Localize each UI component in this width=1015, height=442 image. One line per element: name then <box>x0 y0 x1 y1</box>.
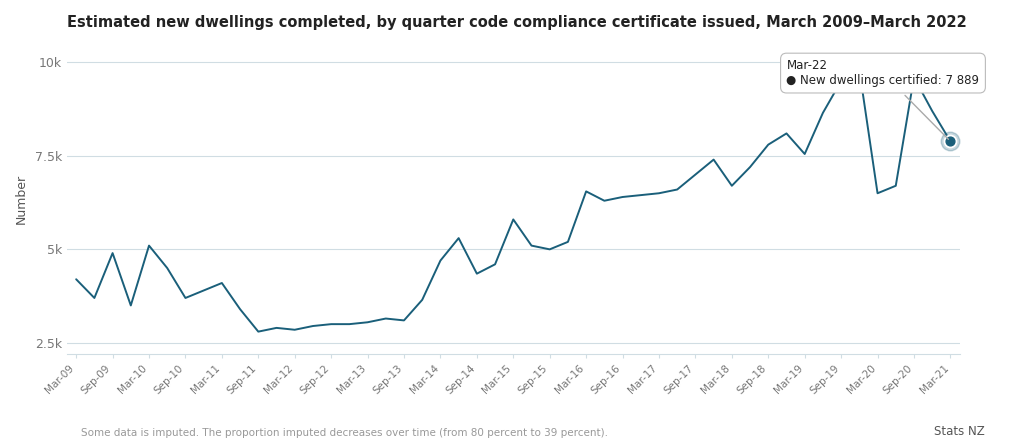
Point <box>942 138 958 145</box>
Point <box>942 138 958 145</box>
Point <box>942 138 958 145</box>
Text: Mar-22
● New dwellings certified: 7 889: Mar-22 ● New dwellings certified: 7 889 <box>787 59 979 139</box>
Text: Stats NZ: Stats NZ <box>934 425 985 438</box>
Y-axis label: Number: Number <box>15 174 28 224</box>
Text: Estimated new dwellings completed, by quarter code compliance certificate issued: Estimated new dwellings completed, by qu… <box>67 15 967 30</box>
Text: Some data is imputed. The proportion imputed decreases over time (from 80 percen: Some data is imputed. The proportion imp… <box>81 427 608 438</box>
